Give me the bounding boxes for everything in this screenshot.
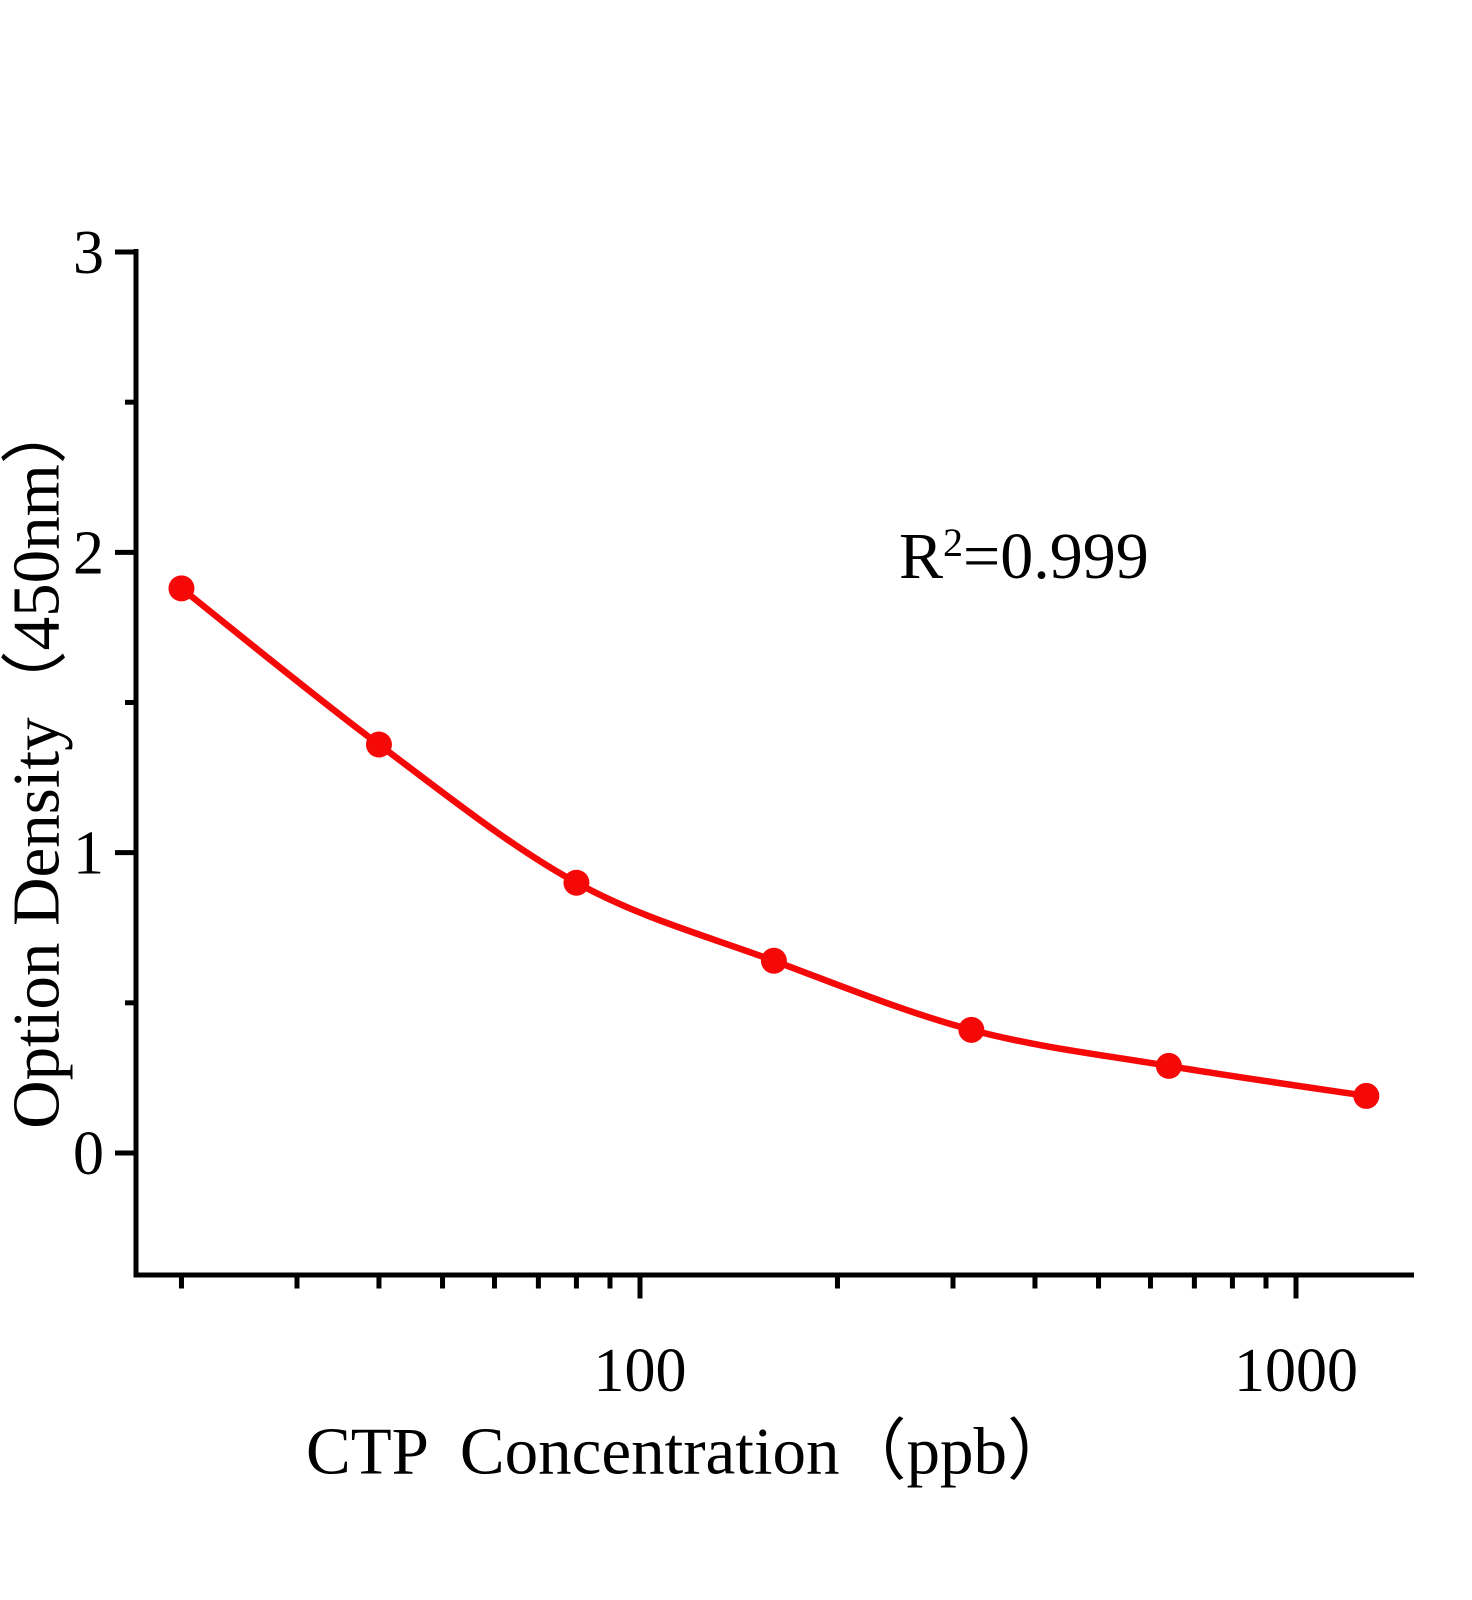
y-tick-label-0: 0 xyxy=(73,1120,104,1188)
x-tick-label-1000: 1000 xyxy=(1234,1337,1358,1405)
data-point-40ppb xyxy=(365,731,392,758)
r-squared-exponent: 2 xyxy=(943,520,964,565)
y-tick-label-3: 3 xyxy=(73,219,104,287)
y-axis-title: Option Density（450nm） xyxy=(0,397,74,1129)
x-tick-label-100: 100 xyxy=(594,1337,687,1405)
data-point-80ppb xyxy=(563,869,590,896)
x-axis-title: CTP Concentration（ppb） xyxy=(306,1414,1074,1489)
data-point-160ppb xyxy=(760,947,787,974)
standard-curve-line xyxy=(178,585,1370,1100)
data-point-1280ppb xyxy=(1353,1082,1380,1109)
y-tick-label-2: 2 xyxy=(73,519,104,587)
r-squared-base: R xyxy=(899,520,944,593)
data-point-20ppb xyxy=(168,575,195,602)
r-squared-value: =0.999 xyxy=(963,520,1149,593)
r-squared-annotation: R2=0.999 xyxy=(899,523,1149,590)
y-tick-label-1: 1 xyxy=(73,820,104,888)
data-point-640ppb xyxy=(1155,1052,1182,1079)
data-point-320ppb xyxy=(958,1016,985,1043)
